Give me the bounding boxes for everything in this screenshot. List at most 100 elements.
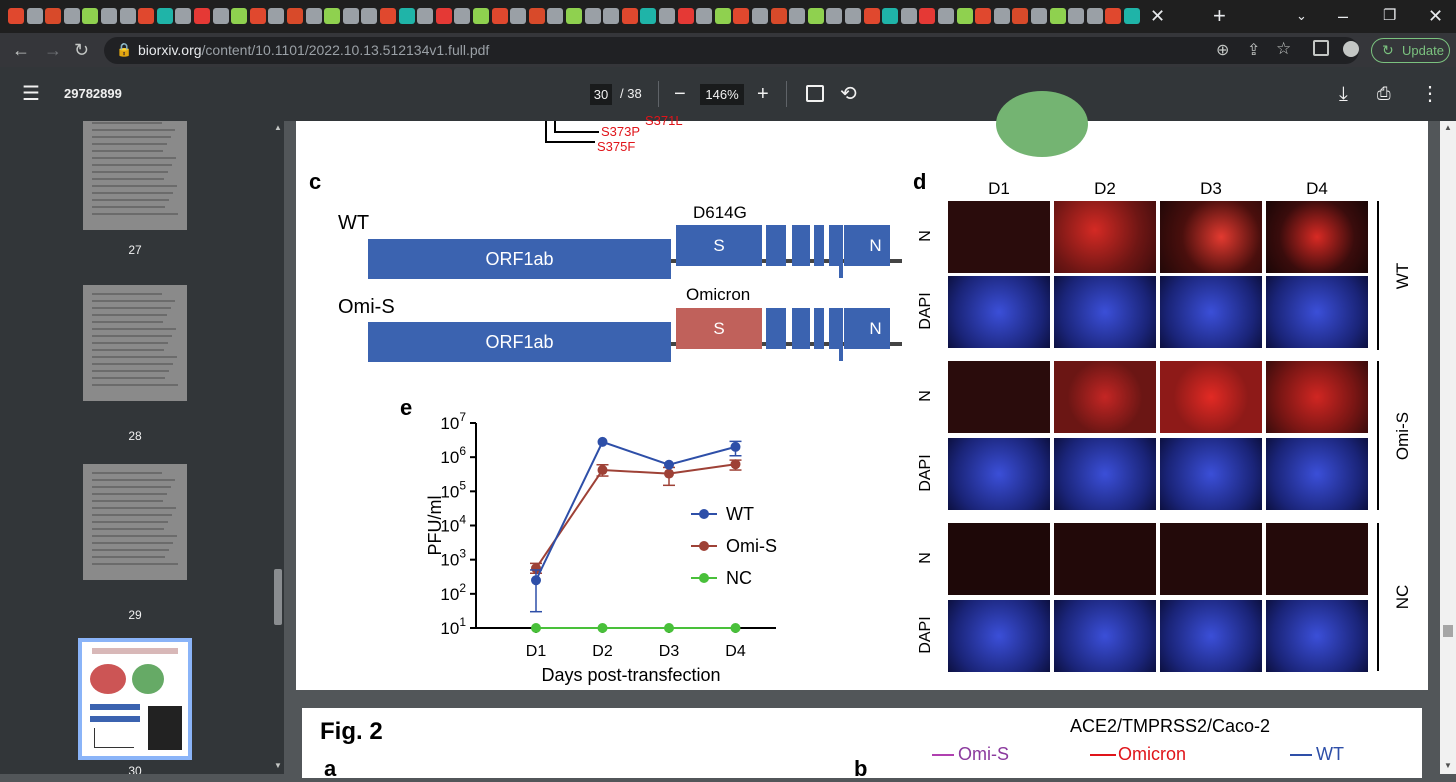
tab-favicon[interactable] [119,8,136,24]
tab-favicon[interactable] [1031,8,1047,24]
page-number-input[interactable]: 30 [590,84,612,105]
menu-icon[interactable]: ☰ [22,83,40,105]
tab-favicon[interactable] [491,8,508,24]
tab-favicon[interactable] [882,8,899,24]
minimize-icon[interactable]: – [1338,6,1349,26]
tab-favicon[interactable] [26,8,43,24]
tab-favicon[interactable] [435,8,452,24]
rotate-icon[interactable]: ⟲ [840,83,857,105]
tab-favicon[interactable] [473,8,489,24]
new-tab-icon[interactable]: + [1213,3,1226,28]
profile-avatar[interactable] [1343,41,1359,57]
tab-favicon[interactable] [938,8,954,24]
sidebar-scrollbar[interactable]: ▲ ▼ [272,121,284,774]
tab-favicon[interactable] [975,8,992,24]
tab-favicon[interactable] [733,8,750,24]
document-scroll-thumb[interactable] [1443,625,1453,637]
side-panel-icon[interactable] [1313,40,1329,56]
omnibox[interactable]: 🔒 biorxiv.org/content/10.1101/2022.10.13… [104,37,1359,64]
zoom-input[interactable]: 146% [700,84,744,105]
tab-favicon[interactable] [900,8,917,24]
tab-favicon[interactable] [714,8,731,24]
tab-favicon[interactable] [566,8,582,24]
scroll-down-icon[interactable]: ▼ [1444,761,1452,770]
tab-favicon[interactable] [212,8,229,24]
tab-favicon[interactable] [547,8,564,24]
scroll-up-icon[interactable]: ▲ [1444,123,1452,132]
tab-favicon[interactable] [826,8,843,24]
reload-icon[interactable]: ↻ [74,40,90,60]
tab-favicon[interactable] [417,8,434,24]
tab-favicon[interactable] [621,8,638,24]
tab-favicon[interactable] [807,8,824,24]
tab-favicon[interactable] [770,8,787,24]
tab-favicon[interactable] [194,8,210,24]
tab-favicon[interactable] [8,8,24,24]
tab-favicon[interactable] [82,8,99,24]
scroll-up-icon[interactable]: ▲ [274,123,282,132]
tab-favicon[interactable] [1012,8,1029,24]
zoom-in-icon[interactable]: + [757,83,769,105]
zoom-out-icon[interactable]: − [674,83,686,105]
tab-favicon[interactable] [175,8,192,24]
thumbnail-page-28[interactable]: 28 [83,285,187,443]
window-close-icon[interactable]: ✕ [1428,6,1444,26]
bookmark-star-icon[interactable]: ☆ [1276,39,1292,58]
tab-favicon[interactable] [640,8,657,24]
tab-favicon[interactable] [752,8,768,24]
back-icon[interactable]: ← [12,40,30,60]
tab-favicon[interactable] [361,8,378,24]
tab-favicon[interactable] [528,8,545,24]
tab-favicon[interactable] [1086,8,1103,24]
tab-favicon[interactable] [1068,8,1085,24]
tab-favicon[interactable] [845,8,861,24]
tab-favicon[interactable] [324,8,341,24]
tab-favicon[interactable] [138,8,155,24]
tab-favicon[interactable] [789,8,806,24]
update-button[interactable]: ↻ Update [1371,38,1450,63]
document-scrollbar[interactable]: ▲ ▼ [1440,121,1456,774]
tab-favicon[interactable] [156,8,173,24]
scroll-down-icon[interactable]: ▼ [274,761,282,770]
tab-favicon[interactable] [956,8,973,24]
tab-favicon[interactable] [249,8,266,24]
tab-favicon[interactable] [101,8,117,24]
thumbnail-page-29[interactable]: 29 [83,464,187,622]
tab-favicon[interactable] [696,8,713,24]
thumbnail-page-27[interactable]: 27 [83,121,187,257]
tab-favicon[interactable] [1124,8,1140,24]
forward-icon[interactable]: → [44,40,62,60]
tab-favicon[interactable] [287,8,303,24]
tab-favicon[interactable] [677,8,694,24]
tab-favicon[interactable] [454,8,471,24]
tab-favicon[interactable] [659,8,675,24]
url-text[interactable]: biorxiv.org/content/10.1101/2022.10.13.5… [138,42,490,58]
print-icon[interactable]: ⎙ [1377,84,1391,103]
tab-favicon[interactable] [510,8,527,24]
tab-favicon[interactable] [919,8,936,24]
tab-favicon[interactable] [1049,8,1066,24]
zoom-icon[interactable]: ⊕ [1216,42,1230,59]
tab-favicon[interactable] [1105,8,1122,24]
tab-favicon[interactable] [380,8,396,24]
tab-favicon[interactable] [63,8,80,24]
tab-favicon[interactable] [305,8,322,24]
tab-favicon[interactable] [993,8,1010,24]
sidebar-scroll-thumb[interactable] [274,569,282,625]
tab-favicon[interactable] [268,8,285,24]
tab-favicon[interactable] [603,8,620,24]
close-tab-icon[interactable]: ✕ [1150,6,1166,26]
tab-favicon[interactable] [231,8,248,24]
share-icon[interactable]: ⇪ [1247,42,1261,59]
tab-favicon[interactable] [45,8,62,24]
download-icon[interactable]: ⤓ [1339,83,1348,105]
tab-search-icon[interactable]: ⌄ [1296,8,1307,23]
maximize-icon[interactable]: ❐ [1383,7,1397,24]
tab-favicon[interactable] [342,8,359,24]
tab-favicon[interactable] [863,8,880,24]
fit-page-icon[interactable] [806,85,824,102]
tab-favicon[interactable] [584,8,601,24]
thumbnail-page-30[interactable]: 30 [78,638,192,774]
tab-favicon[interactable] [398,8,415,24]
more-options-icon[interactable]: ⋮ [1420,83,1440,105]
